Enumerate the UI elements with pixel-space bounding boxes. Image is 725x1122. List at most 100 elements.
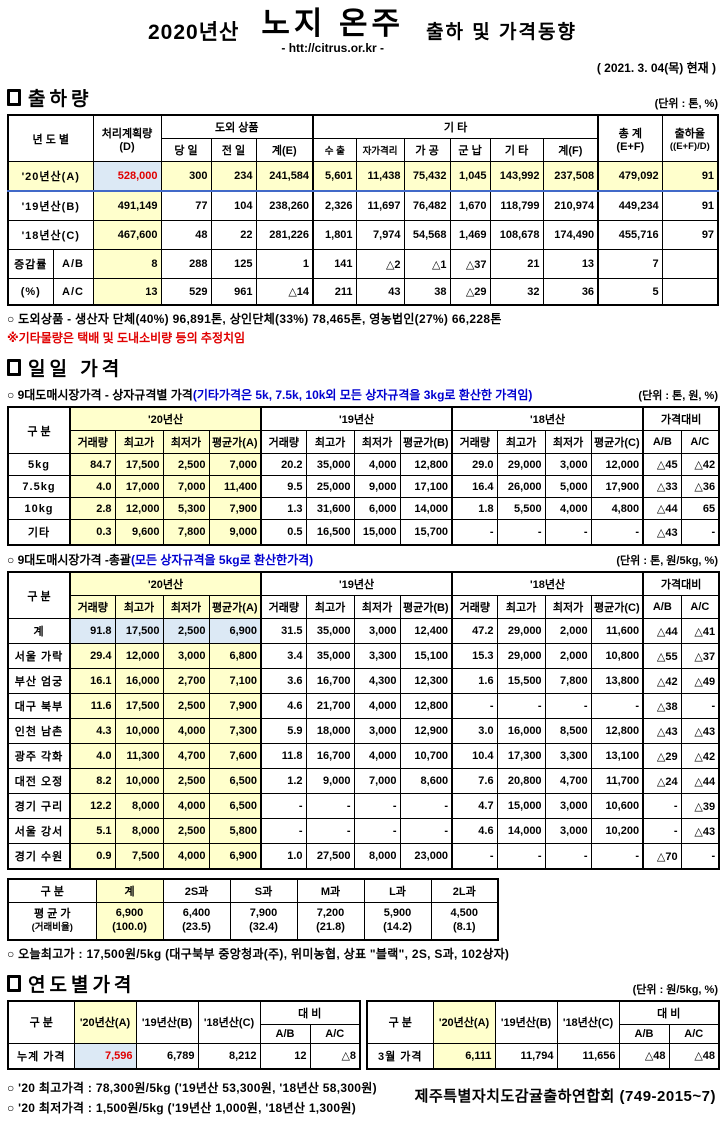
table-row: 7.5kg 4.0 17,000 7,000 11,400 9.5 25,000 9,000 1…: [7, 475, 720, 498]
box-subtitle-note: (기타가격은 5k, 7.5k, 10k외 모든 상자규격을 3kg로 환산한 …: [192, 388, 533, 402]
table-cell: 11,700: [590, 768, 644, 794]
table-row: '20년산(A) 528,000 300 234 241,584 5,601 11,438 7…: [7, 161, 719, 192]
table-cell: 17,900: [590, 475, 644, 498]
table-cell: 4.0: [69, 475, 116, 498]
row-label: 서울 가락: [7, 643, 71, 669]
shipment-table-head: 년 도 별 처리계획량 (D) 도외 상품 기 타 총 계 (E+F) 출하율 ((E…: [7, 114, 719, 162]
page-title: 노지 온주: [261, 6, 405, 41]
table-cell: -: [496, 693, 546, 719]
table-cell: 17,500: [114, 693, 164, 719]
col-volume: 거래량: [451, 430, 498, 454]
col-avg-c: 평균가(C): [590, 430, 644, 454]
table-cell: 10.4: [451, 743, 498, 769]
market-subtitle-note: (모든 상자규격을 5kg로 환산한가격): [130, 553, 314, 567]
col-high: 최고가: [305, 430, 355, 454]
table-cell: 9,600: [114, 519, 164, 546]
table-cell: 7,600: [208, 743, 262, 769]
table-cell: 210,974: [542, 190, 599, 221]
today-high-note: ○ 오늘최고가 : 17,500원/5kg (대구북부 중앙청과(주), 위미농…: [7, 946, 510, 961]
table-row: 경기 수원 0.9 7,500 4,000 6,900 1.0 27,500 8,000 23,…: [7, 843, 720, 870]
table-cell: -: [260, 818, 307, 844]
table-cell: 3,000: [353, 718, 401, 744]
size-2l-cell: 4,500 (8.1): [430, 902, 499, 940]
col-category: 구 분: [366, 1000, 434, 1044]
table-cell: -: [680, 843, 720, 870]
table-cell: △29: [449, 278, 491, 306]
table-cell: 13: [542, 249, 599, 279]
row-label: 광주 각화: [7, 743, 71, 769]
table-cell: 104: [210, 190, 257, 221]
table-cell: 12,800: [399, 453, 453, 476]
table-cell: 10,000: [114, 718, 164, 744]
table-cell: 20,800: [496, 768, 546, 794]
table-cell: 4,700: [162, 743, 210, 769]
table-cell: -: [260, 793, 307, 819]
col-sum-f: 계(F): [542, 138, 599, 162]
table-cell: 7,974: [355, 220, 405, 250]
col-total: 총 계 (E+F): [597, 114, 663, 162]
row-label: 누계 가격: [7, 1042, 75, 1069]
table-cell: 12,300: [399, 668, 453, 694]
market-price-table-head: 구 분 '20년산 '19년산 '18년산 가격대비 거래량 최고가 최저가 평…: [7, 571, 720, 619]
yearly-section-title: 연도별가격: [7, 970, 135, 997]
col-category: 구 분: [7, 1000, 75, 1044]
table-cell: [661, 249, 719, 279]
size-m-cell: 7,200 (21.8): [296, 902, 365, 940]
col-low: 최저가: [544, 430, 592, 454]
table-cell: 4,000: [353, 743, 401, 769]
table-cell: 3.4: [260, 643, 307, 669]
row-group-label: 증감률: [7, 249, 54, 279]
col-year: 년 도 별: [7, 114, 94, 162]
table-cell: 1,670: [449, 190, 491, 221]
table-cell: △41: [680, 618, 720, 644]
table-cell: 281,226: [255, 220, 314, 250]
table-cell: 6,900: [208, 843, 262, 870]
col-ac: A/C: [680, 430, 720, 454]
col-volume: 거래량: [69, 430, 116, 454]
table-cell: 15,700: [399, 519, 453, 546]
table-cell: 16,700: [305, 668, 355, 694]
table-cell: 491,149: [92, 190, 162, 221]
table-cell: 5,601: [312, 161, 357, 192]
table-cell: △14: [255, 278, 314, 306]
size-price-table-body: 평 균 가 (거래비율) 6,900 (100.0) 6,400 (23.5) 7,9…: [7, 902, 499, 940]
table-row: 인천 남촌 4.3 10,000 4,000 7,300 5.9 18,000 3,000 12…: [7, 718, 720, 744]
table-cell: 528,000: [92, 161, 162, 192]
table-cell: 4.6: [260, 693, 307, 719]
row-label: 부산 엄궁: [7, 668, 71, 694]
table-cell: △29: [642, 743, 682, 769]
row-label: 5kg: [7, 453, 71, 476]
table-cell: -: [590, 519, 644, 546]
shipment-section-title: 출하량: [7, 84, 92, 111]
section-square-icon: [7, 89, 21, 106]
table-cell: -: [642, 818, 682, 844]
table-cell: 11,400: [208, 475, 262, 498]
table-cell: 961: [210, 278, 257, 306]
doc-header: 2020년산 노지 온주 - htt://citrus.or.kr - 출하 및…: [7, 4, 718, 76]
col-avg-b: 평균가(B): [399, 430, 453, 454]
table-cell: △43: [680, 818, 720, 844]
col-high: 최고가: [114, 595, 164, 619]
organization-name: 제주특별자치도감귤출하연합회 (749-2015~7): [414, 1088, 716, 1105]
table-cell: 7,100: [208, 668, 262, 694]
table-cell: 7,900: [208, 693, 262, 719]
col-high: 최고가: [114, 430, 164, 454]
table-cell: 1.3: [260, 497, 307, 520]
colgroup-compare: 가격대비: [642, 571, 720, 596]
size-s-cell: 7,900 (32.4): [229, 902, 298, 940]
col-plan: 처리계획량 (D): [92, 114, 162, 162]
row-label: 대구 북부: [7, 693, 71, 719]
table-cell: 3,000: [162, 643, 210, 669]
table-cell: 1,045: [449, 161, 491, 192]
table-cell: 38: [403, 278, 451, 306]
table-cell: 15,100: [399, 643, 453, 669]
table-cell: △42: [680, 743, 720, 769]
col-low: 최저가: [544, 595, 592, 619]
size-price-table: 구 분 계 2S과 S과 M과 L과 2L과 평 균 가 (거래비율) 6,900…: [7, 878, 499, 941]
col-size-2l: 2L과: [430, 878, 499, 903]
col-etc: 기 타: [489, 138, 544, 162]
table-cell: 4.0: [69, 743, 116, 769]
col-y18c: '18년산(C): [556, 1000, 620, 1044]
table-cell: 241,584: [255, 161, 314, 192]
